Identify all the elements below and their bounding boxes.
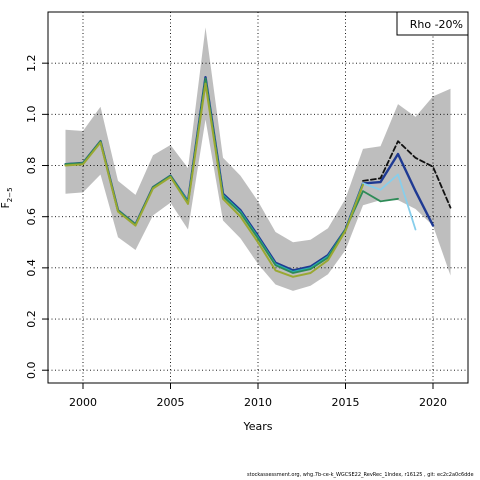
y-axis-label: F2−5: [0, 187, 14, 208]
confidence-band: [65, 27, 451, 291]
x-tick-label: 2010: [244, 396, 272, 409]
x-tick-label: 2005: [157, 396, 185, 409]
svg-text:F2−5: F2−5: [0, 187, 14, 208]
legend-box: [396, 11, 469, 36]
y-tick-label: 0.0: [25, 361, 38, 379]
y-tick-label: 0.6: [25, 208, 38, 226]
footer-caption: stockassessment.org, whg.7b-ce-k_WGCSE22…: [247, 472, 474, 478]
series-line-4: [362, 173, 417, 231]
x-tick-label: 2020: [419, 396, 447, 409]
grid: [48, 12, 468, 383]
axes: 2000 2005 2010 2015 2020 0.0 0.2 0.4 0.6 0.8 1.0 1.…: [25, 54, 447, 409]
y-tick-label: 1.0: [25, 106, 38, 124]
y-tick-label: 0.4: [25, 259, 38, 277]
x-tick-label: 2015: [332, 396, 360, 409]
legend-label: Rho -20%: [410, 18, 463, 31]
x-tick-label: 2000: [69, 396, 97, 409]
y-tick-label: 0.2: [25, 310, 38, 328]
y-tick-label: 0.8: [25, 157, 38, 175]
legend: Rho -20%: [396, 11, 469, 36]
y-axis-label-subscript: 2−5: [6, 187, 14, 202]
y-axis-label-main: F: [0, 202, 12, 208]
series-line-6: [64, 82, 364, 278]
confidence-band-area: [65, 27, 451, 291]
y-tick-label: 1.2: [25, 54, 38, 71]
series-lines: [64, 75, 452, 278]
x-axis-label: Years: [242, 420, 272, 433]
